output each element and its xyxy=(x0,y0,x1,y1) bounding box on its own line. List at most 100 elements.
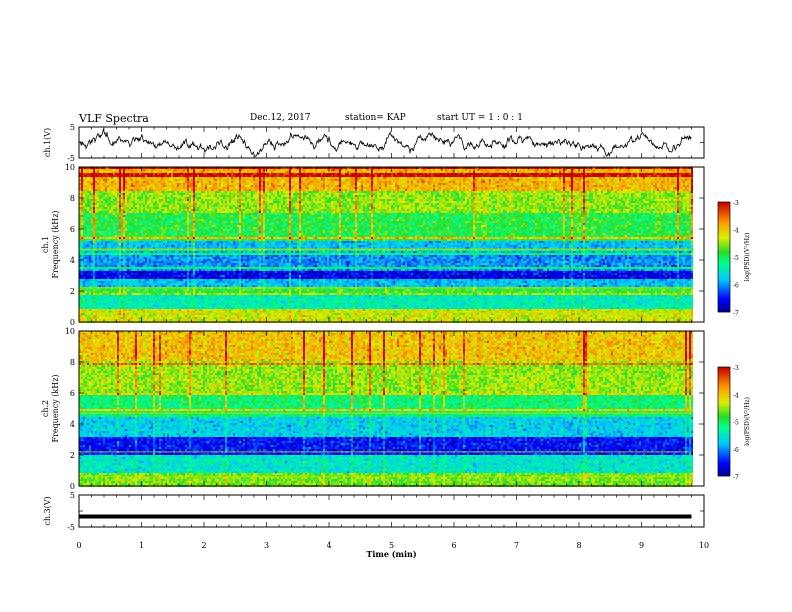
spectrogram-cell xyxy=(675,173,677,175)
spectrogram-cell xyxy=(163,179,165,181)
spectrogram-cell xyxy=(355,183,357,185)
spectrogram-cell xyxy=(463,189,465,191)
spectrogram-cell xyxy=(463,187,465,189)
spectrogram-cell xyxy=(81,177,83,179)
spectrogram-cell xyxy=(101,187,103,189)
spectrogram-cell xyxy=(567,185,569,187)
spectrogram-cell xyxy=(399,179,401,181)
spectrogram-cell xyxy=(475,173,477,175)
spectrogram-cell xyxy=(315,179,317,181)
spectrogram-cell xyxy=(363,173,365,175)
spectrogram-cell xyxy=(679,181,681,183)
spectrogram-cell xyxy=(577,179,579,181)
spectrogram-cell xyxy=(171,173,173,175)
spectrogram-cell xyxy=(303,189,305,191)
spectrogram-cell xyxy=(463,177,465,179)
spectrogram-cell xyxy=(233,177,235,179)
spectrogram-cell xyxy=(289,169,291,171)
spectrogram-cell xyxy=(315,175,317,177)
spectrogram-cell xyxy=(621,185,623,187)
spectrogram-cell xyxy=(379,171,381,173)
spectrogram-cell xyxy=(425,169,427,171)
spectrogram-cell xyxy=(683,185,685,187)
spectrogram-cell xyxy=(159,179,161,181)
spectrogram-cell xyxy=(383,185,385,187)
spectrogram-cell xyxy=(329,189,331,191)
spectrogram-cell xyxy=(411,187,413,189)
spectrogram-cell xyxy=(435,179,437,181)
spectrogram-cell xyxy=(267,189,269,191)
spectrogram-cell xyxy=(525,177,527,179)
spectrogram-cell xyxy=(333,183,335,185)
spectrogram-cell xyxy=(235,187,237,189)
spectrogram-cell xyxy=(339,177,341,179)
spectrogram-cell xyxy=(671,179,673,181)
spectrogram-cell xyxy=(241,185,243,187)
spectrogram-cell xyxy=(501,183,503,185)
spectrogram-cell xyxy=(679,173,681,175)
spectrogram-cell xyxy=(443,185,445,187)
spectrogram-cell xyxy=(135,187,137,189)
spectrogram-cell xyxy=(115,191,117,193)
spectrogram-cell xyxy=(425,171,427,173)
spectrogram-cell xyxy=(331,185,333,187)
spectrogram-cell xyxy=(149,187,151,189)
spectrogram-cell xyxy=(131,183,133,185)
spectrogram-cell xyxy=(375,183,377,185)
spectrogram-cell xyxy=(125,169,127,171)
spectrogram-cell xyxy=(599,169,601,171)
spectrogram-cell xyxy=(113,185,115,187)
spectrogram-cell xyxy=(215,177,217,179)
spectrogram-cell xyxy=(243,189,245,191)
spectrogram-cell xyxy=(285,185,287,187)
spectrogram-cell xyxy=(291,173,293,175)
spectrogram-cell xyxy=(669,183,671,185)
spectrogram-cell xyxy=(427,171,429,173)
spectrogram-cell xyxy=(459,173,461,175)
spectrogram-cell xyxy=(647,183,649,185)
spectrogram-cell xyxy=(217,175,219,177)
spectrogram-cell xyxy=(315,189,317,191)
spectrogram-cell xyxy=(107,173,109,175)
spectrogram-cell xyxy=(689,181,691,183)
spectrogram-cell xyxy=(315,183,317,185)
spectrogram-cell xyxy=(573,183,575,185)
spectrogram-cell xyxy=(473,171,475,173)
spectrogram-cell xyxy=(299,171,301,173)
spectrogram-cell xyxy=(409,185,411,187)
spectrogram-cell xyxy=(453,175,455,177)
spectrogram-cell xyxy=(635,189,637,191)
spectrogram-cell xyxy=(501,173,503,175)
spectrogram-cell xyxy=(601,183,603,185)
spectrogram-cell xyxy=(387,169,389,171)
spectrogram-cell xyxy=(393,189,395,191)
spectrogram-cell xyxy=(539,185,541,187)
spectrogram-cell xyxy=(391,185,393,187)
spectrogram-cell xyxy=(127,177,129,179)
spectrogram-cell xyxy=(537,171,539,173)
spectrogram-cell xyxy=(249,177,251,179)
spectrogram-cell xyxy=(145,169,147,171)
spectrogram-cell xyxy=(451,185,453,187)
spectrogram-cell xyxy=(505,175,507,177)
spectrogram-cell xyxy=(587,187,589,189)
spectrogram-cell xyxy=(193,191,195,193)
spectrogram-cell xyxy=(603,173,605,175)
spectrogram-cell xyxy=(561,171,563,173)
spectrogram-cell xyxy=(273,187,275,189)
spectrogram-cell xyxy=(559,179,561,181)
spectrogram-cell xyxy=(389,177,391,179)
spectrogram-cell xyxy=(611,185,613,187)
spectrogram-cell xyxy=(285,179,287,181)
spectrogram-cell xyxy=(617,177,619,179)
spectrogram-cell xyxy=(83,181,85,183)
spectrogram-cell xyxy=(473,183,475,185)
spectrogram-cell xyxy=(195,173,197,175)
spectrogram-cell xyxy=(381,171,383,173)
spectrogram-cell xyxy=(301,179,303,181)
spectrogram-cell xyxy=(137,173,139,175)
spectrogram-cell xyxy=(529,181,531,183)
spectrogram-cell xyxy=(217,171,219,173)
spectrogram-cell xyxy=(309,169,311,171)
spectrogram-cell xyxy=(159,169,161,171)
